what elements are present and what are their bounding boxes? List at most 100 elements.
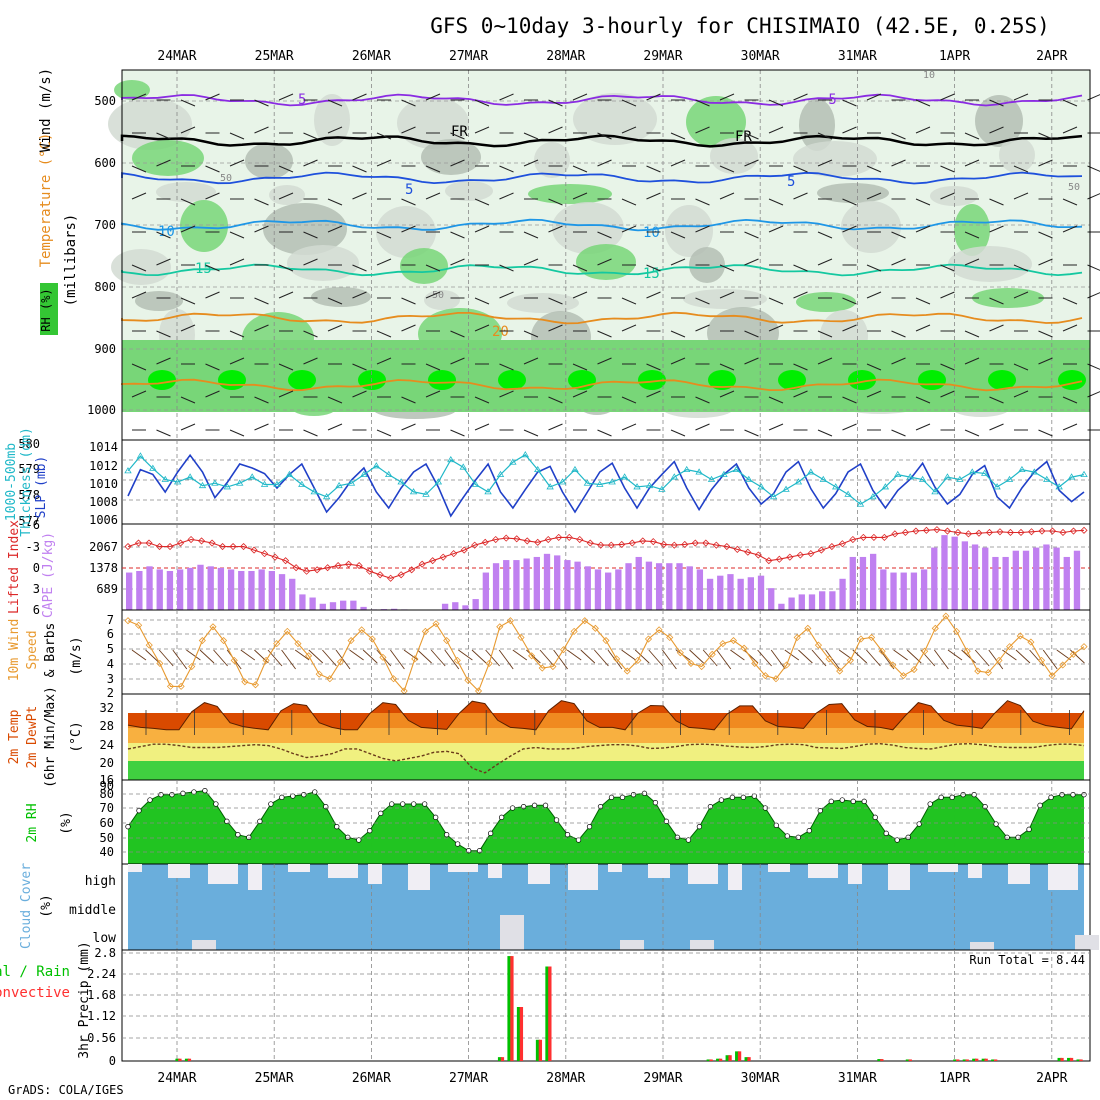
wind-barb xyxy=(621,126,637,134)
wind-barb xyxy=(744,258,759,266)
wind-barb xyxy=(1013,264,1029,272)
wind-barb xyxy=(1062,225,1078,233)
rh2m-tick: 70 xyxy=(100,801,114,815)
wind-barb xyxy=(891,258,906,266)
wind-speed-point xyxy=(220,636,228,645)
top-date-label: 30MAR xyxy=(741,49,780,64)
wind-barb-10m xyxy=(539,649,555,667)
rh2m-point xyxy=(894,837,900,843)
wind-speed-point xyxy=(336,658,345,666)
slp-panel-frame xyxy=(121,439,1091,525)
wind-barb-10m xyxy=(852,649,868,664)
wind-speed-point xyxy=(517,633,525,642)
wind-barb xyxy=(156,357,171,365)
wind-barb xyxy=(891,330,906,338)
lifted-index-point xyxy=(460,546,468,554)
wind-barb xyxy=(989,396,1004,404)
isotherm xyxy=(121,171,1083,185)
cloud-low-gap xyxy=(970,942,994,950)
thickness-point xyxy=(571,465,579,473)
lifted-index-point xyxy=(292,564,300,572)
wind-barb xyxy=(523,258,539,266)
rh2m-point xyxy=(444,832,450,838)
wind-barb xyxy=(915,126,931,134)
wind-barb xyxy=(523,132,539,140)
wind-barb xyxy=(842,225,857,233)
wind-speed-point xyxy=(921,647,929,655)
slp-label: SLP (mb) xyxy=(34,456,49,519)
wind-barb-10m xyxy=(322,649,337,667)
contour-label: 5 xyxy=(405,182,413,198)
lifted-index-point xyxy=(870,533,878,541)
lifted-index-point xyxy=(261,550,269,558)
wind-barb xyxy=(793,390,808,398)
wind-barb xyxy=(1038,357,1053,365)
rh2m-point xyxy=(1048,794,1054,800)
cape-bar xyxy=(207,566,214,610)
wind-barb xyxy=(352,264,367,272)
wind-barb xyxy=(621,396,637,404)
wind-barb xyxy=(327,297,343,305)
wind-barb xyxy=(327,126,343,134)
rh2m-point xyxy=(806,828,812,834)
cloud-high-gap xyxy=(128,864,142,872)
rh2m-point xyxy=(828,798,834,804)
wind-barb-10m xyxy=(186,649,201,661)
wind-barb xyxy=(205,363,220,371)
wind-speed-point xyxy=(1006,643,1014,651)
lifted-index-point xyxy=(838,540,846,548)
rh2m-point xyxy=(674,834,681,840)
wind-speed-point xyxy=(421,627,429,635)
lifted-index-point xyxy=(985,528,994,537)
wind-speed-point xyxy=(506,617,514,625)
thickness-point xyxy=(434,478,443,485)
wind-barb xyxy=(915,396,931,404)
cape-bar xyxy=(1073,550,1081,610)
thickness-point xyxy=(248,473,256,480)
thickness-point xyxy=(807,468,815,475)
pressure-tick: 700 xyxy=(94,218,116,232)
wind-barb xyxy=(793,93,808,101)
rh2m-point xyxy=(663,818,670,824)
bottom-date-label: 2APR xyxy=(1036,1071,1067,1086)
wind-barb xyxy=(327,225,343,233)
wind-speed-point xyxy=(836,667,844,675)
lifted-index-point xyxy=(649,538,657,546)
precip-total-bar xyxy=(497,1057,503,1061)
cloud-high-gap xyxy=(248,864,262,890)
lifted-index-point xyxy=(366,567,374,575)
thickness-point xyxy=(260,480,269,487)
lifted-index-point xyxy=(481,538,489,546)
wind-barb xyxy=(670,429,686,437)
rh2m-tick: 50 xyxy=(100,831,114,845)
contour-label: 15 xyxy=(643,266,660,282)
rh2m-point xyxy=(960,792,966,798)
rh2m-unit: (%) xyxy=(59,811,74,834)
thickness-point xyxy=(459,463,467,470)
thickness-point xyxy=(447,455,455,463)
wind-speed-point xyxy=(570,627,578,635)
wind-barb-10m xyxy=(294,649,310,661)
wind-barb xyxy=(254,99,269,107)
rh2m-point xyxy=(740,794,747,800)
wind-barb xyxy=(744,132,759,140)
wind-barb xyxy=(1038,330,1053,338)
wind-barb xyxy=(1062,198,1078,206)
rh2m-point xyxy=(180,790,186,796)
wind-barb xyxy=(744,231,759,239)
thickness-point xyxy=(1067,473,1076,480)
rh-legend-swatch xyxy=(40,283,58,335)
wind-barb xyxy=(842,99,857,107)
wind-barb xyxy=(744,429,759,437)
wind-barb xyxy=(621,297,637,305)
wind-barb xyxy=(940,192,955,200)
wind-barb xyxy=(695,297,710,305)
wind-barb xyxy=(964,159,980,167)
wind-barb xyxy=(180,126,196,134)
wind-barb xyxy=(817,231,833,239)
wind-speed-point xyxy=(1069,650,1077,658)
wind-barb xyxy=(915,324,931,332)
wind-barb xyxy=(572,390,588,398)
cape-bar xyxy=(217,567,225,610)
cloud-level-label: high xyxy=(85,874,116,889)
